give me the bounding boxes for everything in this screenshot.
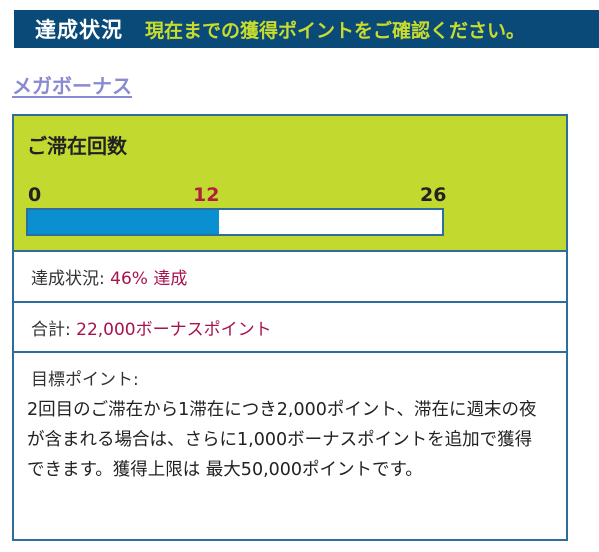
achievement-status-value: 46% 達成 (110, 269, 188, 289)
achievement-status-row: 達成状況: 46% 達成 (14, 252, 566, 303)
total-points-label: 合計: (31, 320, 77, 340)
page-subtitle: 現在までの獲得ポイントをご確認ください。 (145, 19, 526, 42)
target-points-label: 目標ポイント: (31, 370, 139, 390)
stay-count-title: ご滞在回数 (27, 134, 127, 158)
progress-start-label: 0 (28, 184, 42, 206)
stay-progress-card: ご滞在回数 0 12 26 達成状況: 46% 達成 合計: 22,000ボーナ… (12, 114, 568, 541)
achievement-status-label: 達成状況: (31, 269, 111, 289)
stay-count-panel: ご滞在回数 0 12 26 (14, 116, 566, 252)
mega-bonus-link[interactable]: メガボーナス (12, 74, 132, 98)
progress-bar (26, 208, 444, 236)
target-points-description: 2回目のご滞在から1滞在につき2,000ポイント、滞在に週末の夜が含まれる場合は… (27, 400, 537, 480)
progress-current-label: 12 (193, 184, 220, 206)
progress-bar-fill (28, 210, 220, 234)
progress-end-label: 26 (420, 184, 447, 206)
total-points-row: 合計: 22,000ボーナスポイント (14, 303, 566, 353)
page-title: 達成状況 (35, 18, 123, 42)
header-banner: 達成状況 現在までの獲得ポイントをご確認ください。 (14, 10, 599, 48)
total-points-value: 22,000ボーナスポイント (76, 320, 272, 340)
target-points-section: 目標ポイント: 2回目のご滞在から1滞在につき2,000ポイント、滞在に週末の夜… (14, 353, 566, 539)
